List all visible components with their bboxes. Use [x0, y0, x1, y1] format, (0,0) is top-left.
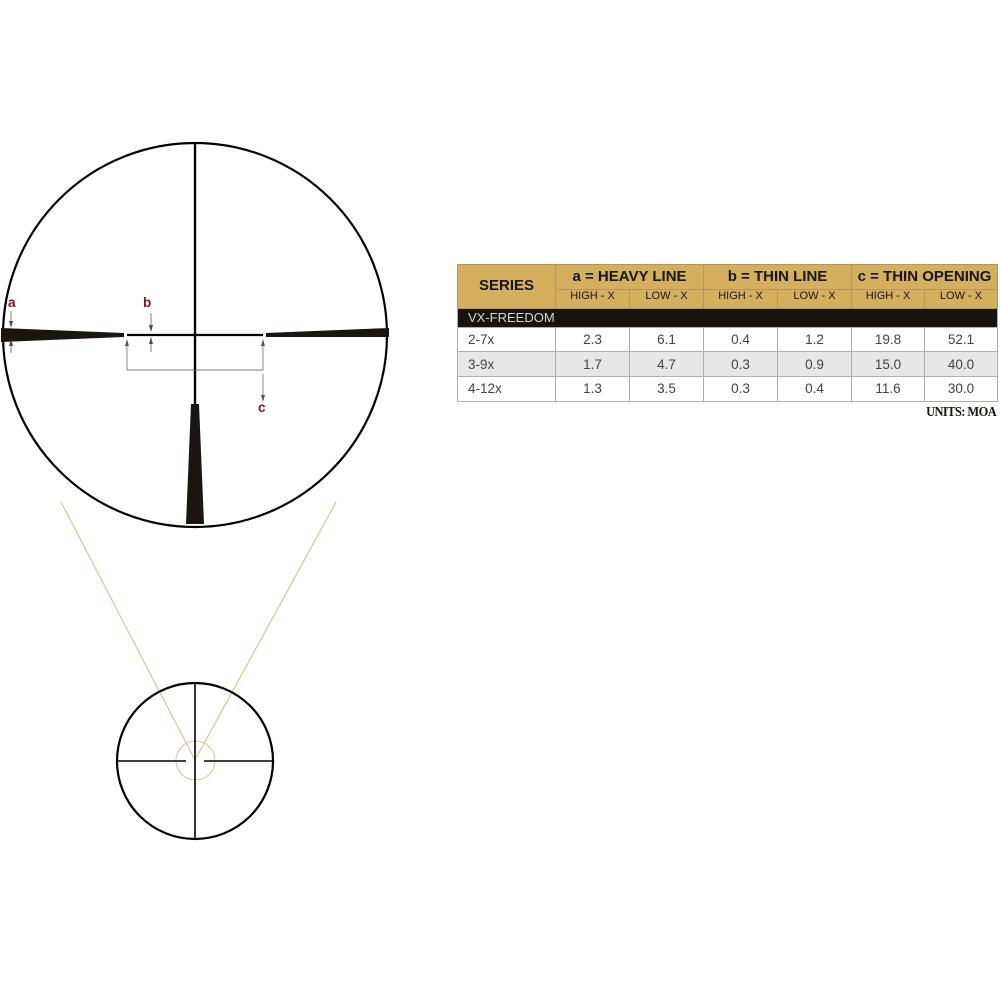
- svg-text:b: b: [143, 295, 151, 310]
- svg-text:a: a: [8, 295, 16, 310]
- svg-text:c: c: [258, 400, 266, 415]
